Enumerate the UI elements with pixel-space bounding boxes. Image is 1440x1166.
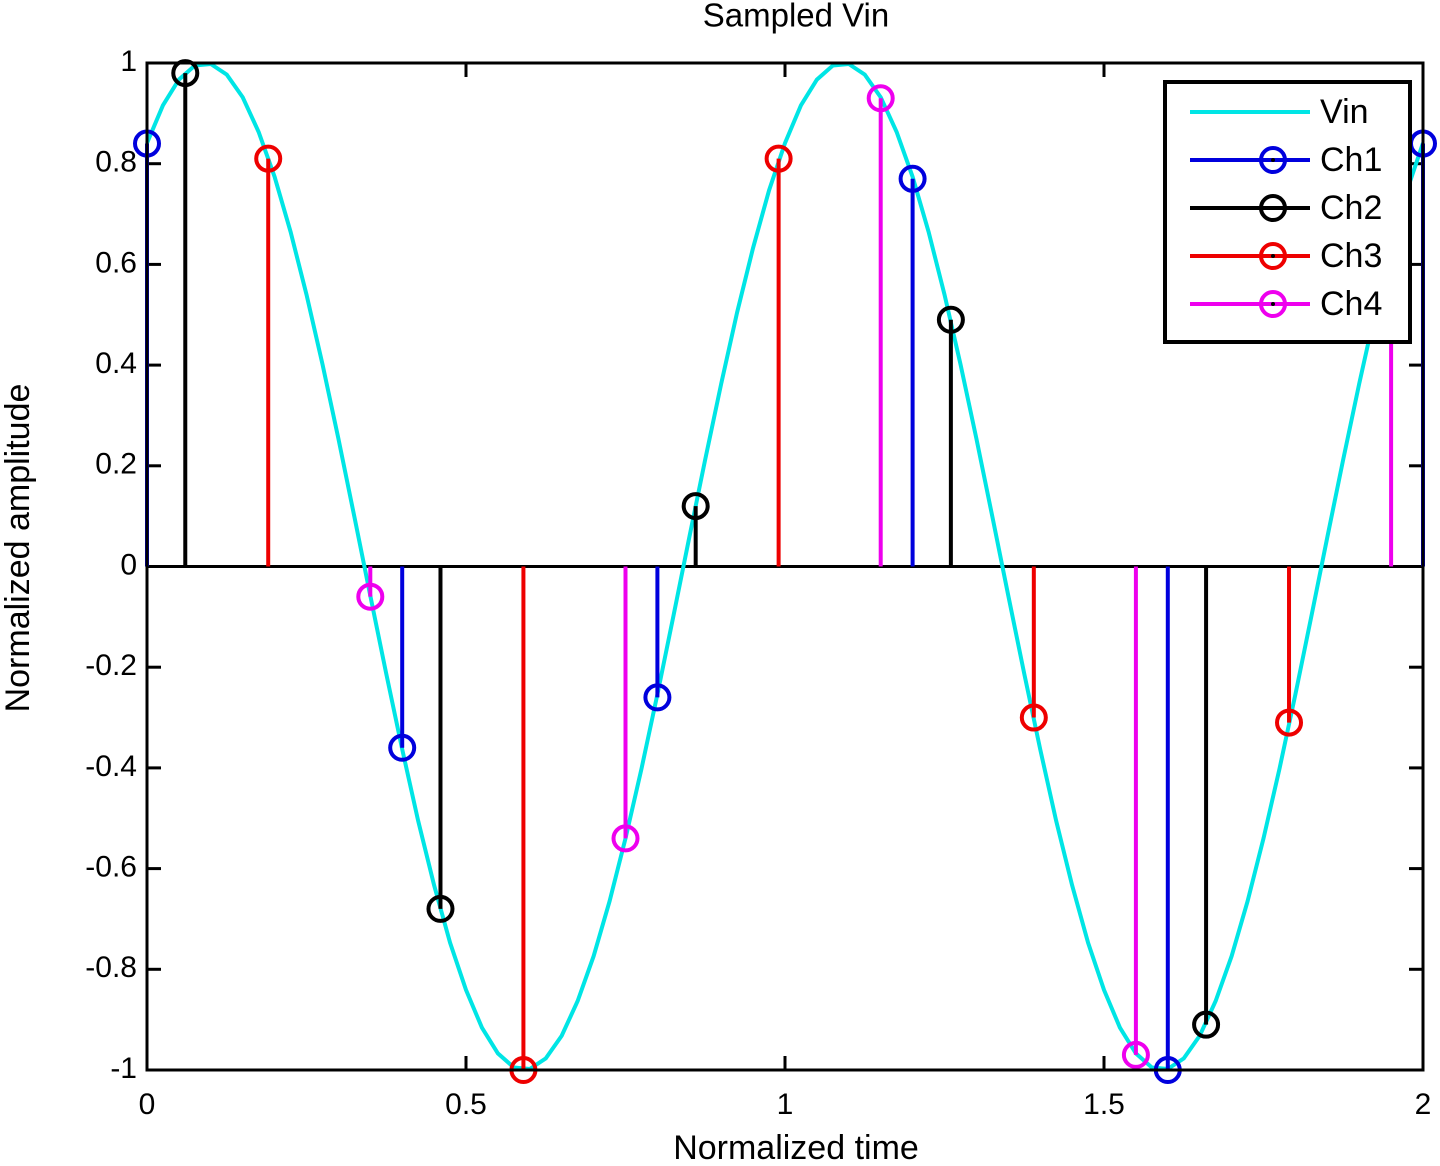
y-tick-label: -0.4: [85, 750, 137, 783]
legend-label: Vin: [1320, 93, 1369, 131]
y-tick-label: 1: [120, 45, 137, 78]
legend-label: Ch2: [1320, 189, 1382, 227]
y-tick-label: 0.4: [95, 347, 137, 380]
y-tick-label: -0.6: [85, 851, 137, 884]
x-tick-label: 0.5: [445, 1088, 487, 1121]
stem-marker: [254, 144, 283, 173]
legend-marker: [1259, 242, 1287, 270]
stem-marker: [936, 305, 965, 334]
stem-marker: [171, 59, 200, 88]
legend-marker-dot: [1271, 158, 1275, 162]
x-tick-label: 2: [1415, 1088, 1432, 1121]
stem-marker: [643, 683, 672, 712]
stem-marker: [764, 144, 793, 173]
chart-title: Sampled Vin: [703, 0, 890, 34]
y-tick-label: 0.8: [95, 146, 137, 179]
x-tick-label: 1: [777, 1088, 794, 1121]
stem-marker: [681, 492, 710, 521]
stem-marker: [1121, 1040, 1150, 1069]
legend-marker-dot: [1271, 206, 1275, 210]
y-tick-label: 0.6: [95, 246, 137, 279]
y-tick-label: 0.2: [95, 448, 137, 481]
legend-marker: [1259, 194, 1287, 222]
stem-marker: [426, 894, 455, 923]
stem-marker: [866, 84, 895, 113]
legend-label: Ch4: [1320, 285, 1382, 323]
x-tick-label: 0: [139, 1088, 156, 1121]
stem-marker: [898, 164, 927, 193]
legend-label: Ch3: [1320, 237, 1382, 275]
x-axis-label: Normalized time: [673, 1129, 919, 1166]
stem-marker: [611, 824, 640, 853]
legend-marker-dot: [1271, 254, 1275, 258]
y-tick-label: -1: [110, 1052, 137, 1085]
stem-marker: [388, 733, 417, 762]
legend-label: Ch1: [1320, 141, 1382, 179]
y-tick-label: 0: [120, 548, 137, 581]
stem-marker: [356, 582, 385, 611]
x-tick-label: 1.5: [1083, 1088, 1125, 1121]
y-tick-label: -0.2: [85, 649, 137, 682]
stem-marker: [1275, 708, 1304, 737]
stem-marker: [1019, 703, 1048, 732]
y-axis-label: Normalized amplitude: [0, 384, 37, 713]
plot-frame: [145, 61, 1425, 1072]
stem-marker: [1192, 1010, 1221, 1039]
legend-marker: [1259, 290, 1287, 318]
legend-box: [1163, 80, 1412, 344]
legend-marker-dot: [1271, 302, 1275, 306]
legend-marker: [1259, 146, 1287, 174]
y-tick-label: -0.8: [85, 951, 137, 984]
